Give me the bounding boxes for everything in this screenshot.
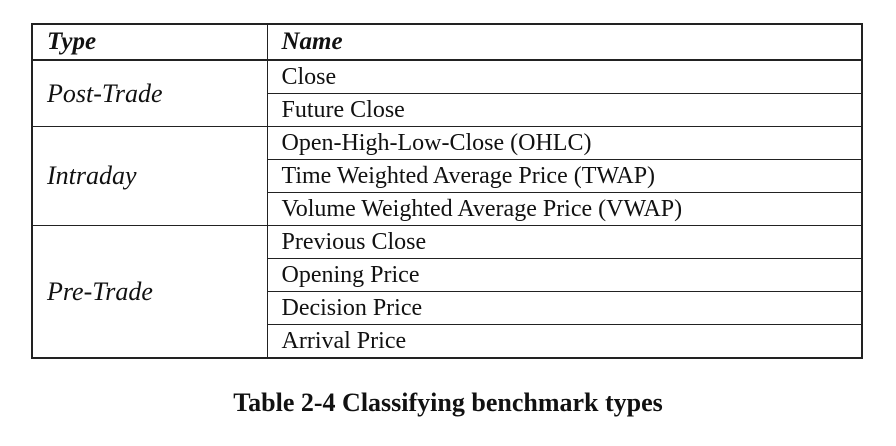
benchmark-name-cell: Time Weighted Average Price (TWAP) bbox=[266, 159, 863, 193]
benchmark-name-cell: Previous Close bbox=[266, 225, 863, 259]
benchmark-name-cell: Future Close bbox=[266, 93, 863, 127]
benchmark-name-cell: Decision Price bbox=[266, 291, 863, 325]
name-column-header: Name bbox=[266, 23, 863, 61]
benchmark-name-cell: Opening Price bbox=[266, 258, 863, 292]
type-cell-pre-trade: Pre-Trade bbox=[31, 225, 268, 359]
benchmark-table: Type Name Post-Trade Close Future Close … bbox=[31, 23, 863, 359]
type-column-header: Type bbox=[31, 23, 268, 61]
benchmark-name-cell: Arrival Price bbox=[266, 324, 863, 359]
table-row: Volume Weighted Average Price (VWAP) bbox=[32, 192, 863, 226]
table-row: Pre-Trade Previous Close bbox=[31, 225, 863, 359]
type-cell-post-trade: Post-Trade bbox=[31, 59, 268, 127]
table-row: Decision Price bbox=[32, 291, 863, 325]
table-row: Time Weighted Average Price (TWAP) bbox=[32, 159, 863, 193]
benchmark-name-cell: Open-High-Low-Close (OHLC) bbox=[266, 126, 863, 160]
table-row: Intraday Open-High-Low-Close (OHLC) bbox=[31, 126, 863, 226]
benchmark-name-cell: Close bbox=[266, 59, 863, 94]
type-cell-intraday: Intraday bbox=[31, 126, 268, 226]
table-row: Future Close bbox=[32, 93, 863, 127]
header-row: Type Name bbox=[31, 23, 863, 61]
table-caption: Table 2-4 Classifying benchmark types bbox=[233, 388, 663, 417]
table-row: Post-Trade Close bbox=[31, 59, 863, 127]
table-row: Arrival Price bbox=[32, 324, 863, 359]
benchmark-name-cell: Volume Weighted Average Price (VWAP) bbox=[266, 192, 863, 226]
